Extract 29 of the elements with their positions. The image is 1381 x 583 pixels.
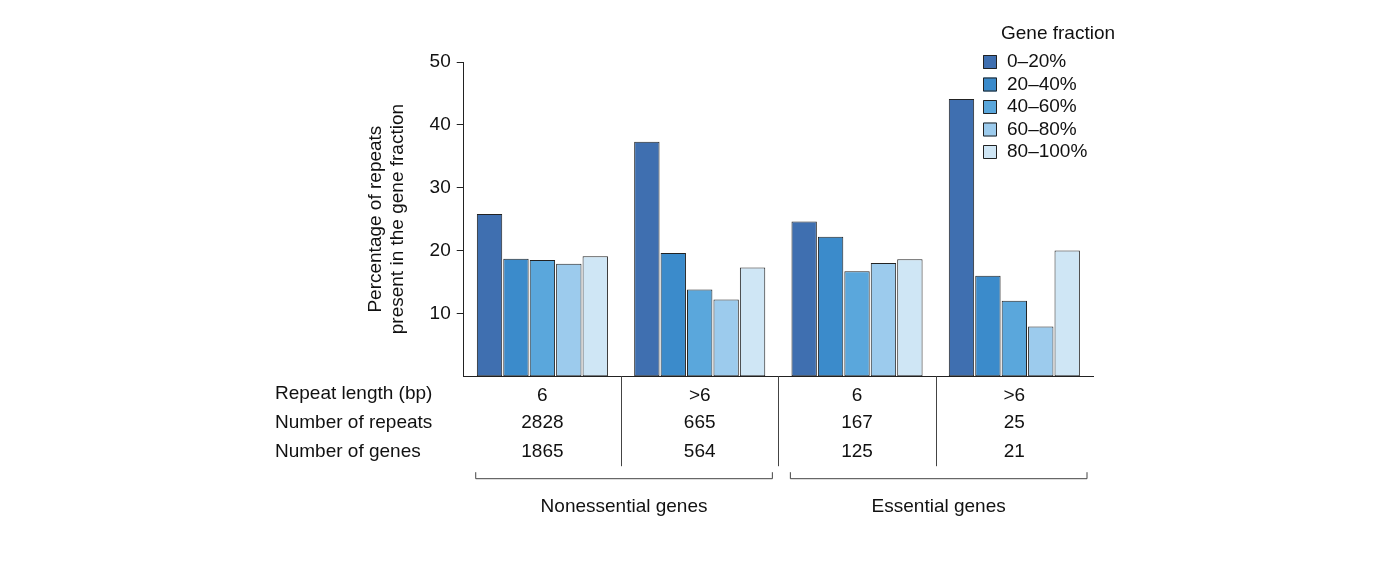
- y-axis-title: Percentage of repeats present in the gene fraction: [363, 103, 408, 335]
- text: Nonessential genes: [540, 495, 708, 517]
- text: 2828: [521, 411, 564, 433]
- x-tick-label: >6: [1003, 383, 1026, 405]
- text: 125: [841, 440, 873, 462]
- text: Number of repeats: [275, 411, 433, 433]
- legend-label: 20–40%: [1007, 72, 1077, 94]
- y-tick-label: 50: [429, 50, 451, 72]
- y-tick-label: 20: [429, 238, 451, 260]
- legend-label: 80–100%: [1007, 140, 1088, 162]
- y-tick-label: 30: [429, 175, 451, 197]
- legend-label: 60–80%: [1007, 117, 1077, 139]
- x-tick-label: 6: [537, 383, 548, 405]
- x-tick-label: 6: [851, 383, 863, 405]
- text: 25: [1003, 411, 1025, 433]
- text: Essential genes: [871, 495, 1006, 517]
- legend-label: 0–20%: [1007, 50, 1067, 72]
- y-tick-label: 10: [429, 301, 451, 323]
- x-tick-label: >6: [688, 383, 711, 405]
- text: 21: [1003, 440, 1025, 462]
- text: Number of genes: [275, 440, 421, 462]
- legend-title: Gene fraction: [1001, 22, 1116, 44]
- text: 1865: [521, 440, 564, 462]
- text: 564: [683, 440, 716, 462]
- text: 167: [841, 411, 873, 433]
- y-tick-label: 40: [429, 113, 451, 135]
- x-axis-title: Repeat length (bp): [275, 382, 433, 404]
- legend-label: 40–60%: [1007, 95, 1077, 117]
- text: 665: [683, 411, 716, 433]
